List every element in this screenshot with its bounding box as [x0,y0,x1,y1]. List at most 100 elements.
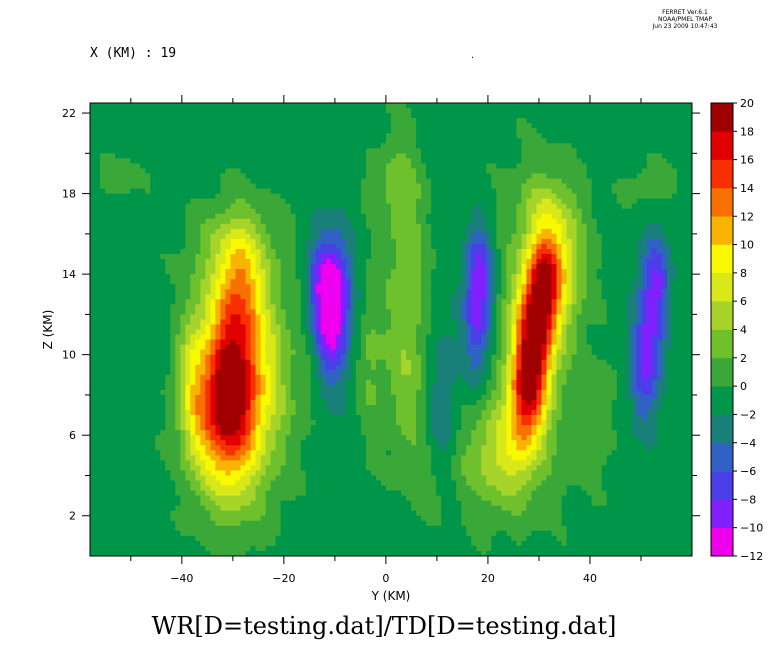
heatmap-cell [255,284,262,290]
heatmap-cell [305,480,312,487]
heatmap-cell [130,178,136,185]
heatmap-cell [110,128,116,134]
heatmap-cell [195,525,201,532]
heatmap-cell [110,460,116,466]
heatmap-cell [200,545,206,552]
heatmap-cell [185,410,191,416]
heatmap-cell [160,228,166,235]
heatmap-cell [235,279,242,285]
heatmap-cell [95,309,101,315]
heatmap-cell [95,394,101,401]
heatmap-cell [235,123,242,129]
heatmap-cell [160,535,166,542]
heatmap-cell [185,430,191,436]
heatmap-cell [350,374,357,381]
heatmap-cell [270,173,277,180]
heatmap-cell [135,364,141,371]
heatmap-cell [175,420,181,426]
heatmap-cell [250,349,257,356]
heatmap-cell [210,470,217,477]
heatmap-cell [265,299,272,305]
heatmap-cell [300,238,307,245]
heatmap-cell [160,445,166,451]
heatmap-cell [155,289,161,295]
heatmap-cell [360,480,367,487]
heatmap-cell [215,435,222,441]
heatmap-cell [150,354,156,361]
heatmap-cell [190,480,196,487]
heatmap-cell [110,274,116,280]
heatmap-cell [305,309,312,315]
heatmap-cell [255,379,262,386]
heatmap-cell [185,203,191,210]
heatmap-cell [200,425,206,431]
heatmap-cell [215,545,222,552]
heatmap-cell [125,364,131,371]
heatmap-cell [210,118,217,124]
heatmap-cell [230,450,237,456]
heatmap-cell [165,334,171,341]
heatmap-cell [160,113,166,119]
heatmap-cell [90,420,96,426]
heatmap-cell [270,530,277,537]
heatmap-cell [350,324,357,331]
heatmap-cell [160,178,166,185]
heatmap-cell [150,213,156,220]
heatmap-cell [360,420,367,426]
heatmap-cell [230,530,237,537]
heatmap-cell [325,113,332,119]
heatmap-cell [270,299,277,305]
heatmap-cell [195,198,201,205]
heatmap-cell [140,384,146,391]
heatmap-cell [120,319,126,326]
heatmap-cell [305,415,312,421]
heatmap-cell [90,445,96,451]
heatmap-cell [100,309,106,315]
heatmap-cell [285,505,292,512]
heatmap-cell [185,299,191,305]
heatmap-cell [345,374,352,381]
heatmap-cell [365,138,372,144]
heatmap-cell [270,520,277,527]
heatmap-cell [300,188,307,195]
heatmap-cell [350,379,357,386]
heatmap-cell [180,505,186,512]
heatmap-cell [295,299,302,305]
heatmap-cell [235,289,242,295]
heatmap-cell [325,450,332,456]
heatmap-cell [110,183,116,190]
heatmap-cell [160,259,166,265]
heatmap-cell [140,294,146,300]
heatmap-cell [320,460,327,466]
heatmap-cell [220,540,227,547]
heatmap-cell [325,108,332,114]
heatmap-cell [245,470,252,477]
heatmap-cell [130,440,136,446]
heatmap-cell [250,254,257,260]
heatmap-cell [165,284,171,290]
heatmap-cell [350,143,357,149]
heatmap-cell [115,440,121,446]
heatmap-cell [205,274,211,280]
heatmap-cell [155,183,161,190]
heatmap-cell [335,233,342,240]
heatmap-cell [285,248,292,255]
heatmap-cell [255,264,262,270]
heatmap-cell [205,208,211,215]
heatmap-cell [110,465,116,472]
heatmap-cell [180,485,186,492]
heatmap-cell [150,314,156,321]
heatmap-cell [205,430,211,436]
heatmap-cell [230,208,237,215]
heatmap-cell [175,178,181,185]
heatmap-cell [240,394,247,401]
heatmap-cell [145,118,151,124]
heatmap-cell [320,138,327,144]
heatmap-cell [230,123,237,129]
heatmap-cell [195,208,201,215]
heatmap-cell [130,228,136,235]
heatmap-cell [340,475,347,482]
heatmap-cell [290,324,297,331]
heatmap-cell [285,490,292,497]
heatmap-cell [180,329,186,336]
